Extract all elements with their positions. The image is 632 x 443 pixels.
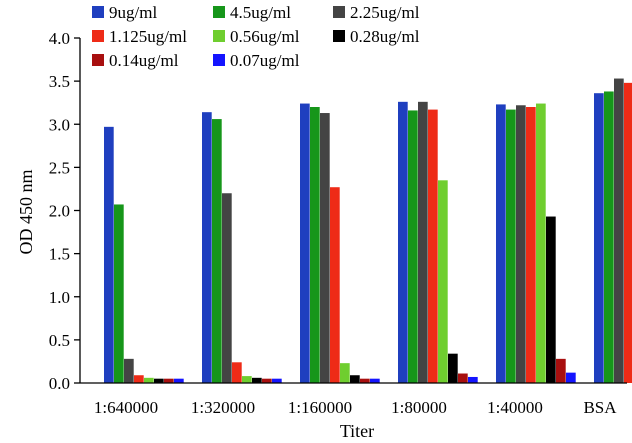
bar — [222, 193, 232, 383]
bar — [232, 362, 242, 383]
bar — [370, 378, 380, 383]
x-category-label: 1:640000 — [94, 398, 158, 417]
bar — [594, 93, 604, 383]
bar — [350, 375, 360, 383]
legend-swatch — [213, 6, 225, 18]
bar — [438, 180, 448, 383]
legend: 9ug/ml 4.5ug/ml 2.25ug/ml 1.125ug/ml 0.56ug/… — [92, 3, 420, 70]
bar — [272, 378, 282, 383]
bar — [340, 363, 350, 383]
legend-label: 0.07ug/ml — [230, 51, 300, 70]
bar — [320, 113, 330, 383]
bar — [164, 378, 174, 383]
bar — [506, 109, 516, 384]
bar — [124, 358, 134, 383]
legend-swatch — [92, 54, 104, 66]
bar — [114, 204, 124, 383]
y-tick-label: 3.5 — [49, 72, 70, 91]
legend-swatch — [92, 6, 104, 18]
bar — [242, 376, 252, 383]
y-tick-label: 0.0 — [49, 374, 70, 393]
legend-label: 4.5ug/ml — [230, 3, 291, 22]
legend-label: 9ug/ml — [109, 3, 157, 22]
y-tick-label: 3.0 — [49, 115, 70, 134]
bar — [516, 105, 526, 384]
y-tick-label: 1.0 — [49, 288, 70, 307]
bar — [614, 78, 624, 383]
x-category-label: 1:320000 — [191, 398, 255, 417]
bar — [252, 377, 262, 383]
y-ticks: 0.0 0.5 1.0 1.5 2.0 2.5 3.0 3.5 4.0 — [49, 29, 80, 393]
bar — [536, 103, 546, 384]
bar — [526, 107, 536, 383]
legend-swatch — [92, 30, 104, 42]
bar — [428, 109, 438, 384]
legend-label: 2.25ug/ml — [350, 3, 420, 22]
x-labels: 1:640000 1:320000 1:160000 1:80000 1:40000 BS… — [94, 398, 617, 417]
bar — [212, 119, 222, 383]
bar — [360, 378, 370, 383]
bar — [144, 377, 154, 383]
bar — [174, 378, 184, 383]
legend-swatch — [213, 54, 225, 66]
bar — [202, 112, 212, 384]
bar — [104, 126, 114, 384]
bar — [310, 107, 320, 383]
bar — [300, 103, 310, 384]
y-tick-label: 2.5 — [49, 158, 70, 177]
y-tick-label: 0.5 — [49, 331, 70, 350]
y-tick-label: 1.5 — [49, 245, 70, 264]
bar — [418, 101, 428, 383]
x-category-label: BSA — [583, 398, 617, 417]
bar — [624, 82, 632, 383]
x-axis-label: Titer — [340, 421, 374, 441]
y-axis-label: OD 450 nm — [16, 170, 36, 255]
bar — [408, 110, 418, 383]
x-category-label: 1:40000 — [487, 398, 543, 417]
bar — [448, 353, 458, 383]
legend-label: 0.14ug/ml — [109, 51, 179, 70]
legend-label: 0.56ug/ml — [230, 27, 300, 46]
bar — [546, 216, 556, 383]
bar — [468, 376, 478, 383]
legend-label: 0.28ug/ml — [350, 27, 420, 46]
y-tick-label: 2.0 — [49, 202, 70, 221]
bar — [566, 372, 576, 383]
bar — [496, 104, 506, 383]
bar — [556, 358, 566, 383]
x-category-label: 1:80000 — [391, 398, 447, 417]
bar — [134, 375, 144, 383]
bar — [458, 373, 468, 383]
bar — [330, 187, 340, 383]
y-tick-label: 4.0 — [49, 29, 70, 48]
x-category-label: 1:160000 — [288, 398, 352, 417]
bar — [262, 378, 272, 383]
bars — [104, 78, 632, 384]
bar — [154, 378, 164, 383]
legend-label: 1.125ug/ml — [109, 27, 187, 46]
bar — [604, 91, 614, 383]
legend-swatch — [213, 30, 225, 42]
legend-swatch — [333, 30, 345, 42]
bar — [398, 101, 408, 383]
legend-swatch — [333, 6, 345, 18]
